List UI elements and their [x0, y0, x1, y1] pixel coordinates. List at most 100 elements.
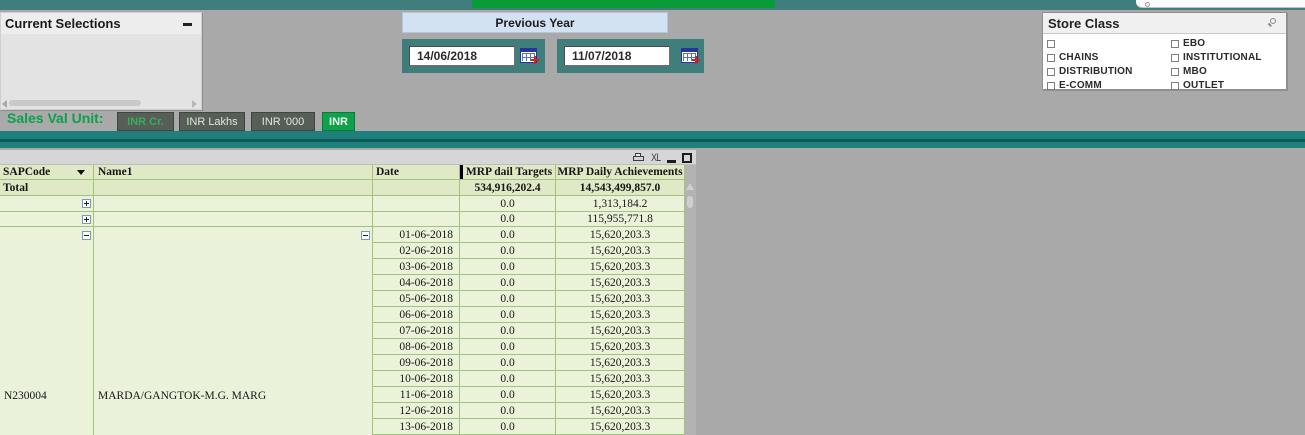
scroll-thumb[interactable] — [687, 196, 693, 208]
search-icon[interactable] — [1268, 18, 1278, 28]
store-class-item-ebo[interactable]: EBO — [1171, 37, 1205, 50]
store-class-panel: Store Class CHAINS DISTRIBUTION E-COMM — [1042, 12, 1287, 92]
table-row: 10-06-2018 0.0 15,620,203.3 — [373, 371, 685, 387]
date-cell: 03-06-2018 — [373, 259, 460, 274]
achievements-cell: 15,620,203.3 — [556, 291, 685, 306]
achievements-cell: 15,620,203.3 — [556, 275, 685, 290]
export-excel-icon[interactable]: XL — [650, 151, 661, 164]
targets-cell: 0.0 — [460, 275, 556, 290]
group-date-rows: 01-06-2018 0.0 15,620,203.3 02-06-2018 0… — [373, 227, 685, 435]
print-icon[interactable] — [632, 152, 644, 163]
table-vscrollbar[interactable] — [685, 165, 696, 435]
date-cell: 04-06-2018 — [373, 275, 460, 290]
table-header-row: SAPCode Name1 Date MRP dail Targets MRP … — [0, 165, 685, 180]
table-row: 02-06-2018 0.0 15,620,203.3 — [373, 243, 685, 259]
scroll-right-icon[interactable] — [192, 100, 197, 108]
store-class-item-mbo[interactable]: MBO — [1171, 65, 1207, 78]
store-class-item-outlet[interactable]: OUTLET — [1171, 79, 1224, 92]
checkbox-icon[interactable] — [1047, 67, 1055, 76]
table-row: 13-06-2018 0.0 15,620,203.3 — [373, 419, 685, 435]
date-cell: 08-06-2018 — [373, 339, 460, 354]
scroll-left-icon[interactable] — [2, 100, 7, 108]
achievements-cell: 15,620,203.3 — [556, 403, 685, 418]
calendar-icon — [520, 48, 539, 64]
date-from-calendar-button[interactable] — [520, 48, 540, 65]
store-class-item-ecomm[interactable]: E-COMM — [1047, 79, 1102, 92]
expand-icon[interactable] — [82, 215, 91, 224]
sort-dropdown-icon[interactable] — [77, 170, 85, 175]
checkbox-icon[interactable] — [1047, 39, 1055, 48]
table-row: 07-06-2018 0.0 15,620,203.3 — [373, 323, 685, 339]
group-name-cell: MARDA/GANGTOK-M.G. MARG — [94, 227, 373, 435]
minimize-icon[interactable] — [667, 159, 676, 163]
achievements-cell: 15,620,203.3 — [556, 307, 685, 322]
unit-button-inr-selected[interactable]: INR — [322, 112, 355, 131]
achievements-cell: 15,620,203.3 — [556, 387, 685, 402]
column-header-sapcode[interactable]: SAPCode — [0, 165, 94, 179]
column-header-targets[interactable]: MRP dail Targets — [460, 165, 556, 179]
previous-year-button[interactable]: Previous Year — [402, 12, 668, 33]
targets-cell: 0.0 — [460, 339, 556, 354]
targets-cell: 0.0 — [460, 227, 556, 242]
table-row: 09-06-2018 0.0 15,620,203.3 — [373, 355, 685, 371]
targets-cell: 0.0 — [460, 307, 556, 322]
table-row: 06-06-2018 0.0 15,620,203.3 — [373, 307, 685, 323]
store-class-header[interactable]: Store Class — [1043, 13, 1286, 34]
date-cell: 13-06-2018 — [373, 419, 460, 434]
collapse-icon[interactable] — [82, 231, 91, 240]
current-selections-title: Current Selections — [5, 16, 121, 31]
scroll-up-icon[interactable] — [686, 183, 694, 190]
table-row: 03-06-2018 0.0 15,620,203.3 — [373, 259, 685, 275]
unit-button-inr-cr[interactable]: INR Cr. — [117, 112, 174, 131]
checkbox-icon[interactable] — [1171, 39, 1179, 48]
date-to-input[interactable]: 11/07/2018 — [564, 46, 670, 66]
column-header-name1[interactable]: Name1 — [94, 165, 373, 179]
previous-year-label: Previous Year — [495, 15, 575, 30]
checkbox-icon[interactable] — [1047, 81, 1055, 90]
table-row: 11-06-2018 0.0 15,620,203.3 — [373, 387, 685, 403]
top-teal-bar — [0, 0, 1305, 10]
group-name: MARDA/GANGTOK-M.G. MARG — [98, 390, 267, 402]
targets-cell: 0.0 — [460, 291, 556, 306]
checkbox-icon[interactable] — [1171, 81, 1179, 90]
maximize-icon[interactable] — [682, 152, 692, 163]
total-label: Total — [0, 180, 94, 195]
checkbox-icon[interactable] — [1171, 67, 1179, 76]
table-row: 04-06-2018 0.0 15,620,203.3 — [373, 275, 685, 291]
store-class-item-chains[interactable]: CHAINS — [1047, 51, 1099, 64]
checkbox-icon[interactable] — [1047, 53, 1055, 62]
targets-cell: 0.0 — [460, 371, 556, 386]
checkbox-icon[interactable] — [1171, 53, 1179, 62]
targets-cell: 0.0 — [460, 403, 556, 418]
unit-button-inr-000[interactable]: INR '000 — [251, 112, 315, 131]
date-to-calendar-button[interactable] — [681, 48, 701, 65]
store-class-list: CHAINS DISTRIBUTION E-COMM EBO INSTITUTI… — [1043, 34, 1286, 92]
table-row: 08-06-2018 0.0 15,620,203.3 — [373, 339, 685, 355]
column-header-date[interactable]: Date — [373, 165, 460, 179]
achievements-cell: 15,620,203.3 — [556, 323, 685, 338]
column-header-achievements[interactable]: MRP Daily Achievements — [556, 165, 685, 179]
date-from-input[interactable]: 14/06/2018 — [409, 46, 515, 66]
targets-cell: 0.0 — [460, 387, 556, 402]
achievements-cell: 15,620,203.3 — [556, 259, 685, 274]
collapse-icon[interactable] — [361, 231, 370, 240]
store-class-item-institutional[interactable]: INSTITUTIONAL — [1171, 51, 1262, 64]
store-class-title: Store Class — [1048, 16, 1120, 31]
store-class-item-distribution[interactable]: DISTRIBUTION — [1047, 65, 1133, 78]
expand-icon[interactable] — [82, 199, 91, 208]
collapsed-row: 0.0 1,313,184.2 — [0, 196, 685, 212]
achievements-cell: 15,620,203.3 — [556, 355, 685, 370]
date-from-group: 14/06/2018 — [402, 39, 545, 73]
minimize-icon[interactable] — [183, 23, 192, 26]
search-icon — [1145, 2, 1150, 7]
date-cell: 12-06-2018 — [373, 403, 460, 418]
unit-button-inr-lakhs[interactable]: INR Lakhs — [179, 112, 245, 131]
top-search-box-partial[interactable] — [1136, 0, 1305, 8]
current-selections-hscrollbar[interactable] — [1, 98, 201, 108]
achievements-cell: 15,620,203.3 — [556, 243, 685, 258]
scroll-thumb[interactable] — [9, 100, 141, 106]
targets-cell: 0.0 — [460, 243, 556, 258]
current-selections-header[interactable]: Current Selections — [1, 13, 201, 34]
store-class-item-blank[interactable] — [1047, 37, 1059, 50]
